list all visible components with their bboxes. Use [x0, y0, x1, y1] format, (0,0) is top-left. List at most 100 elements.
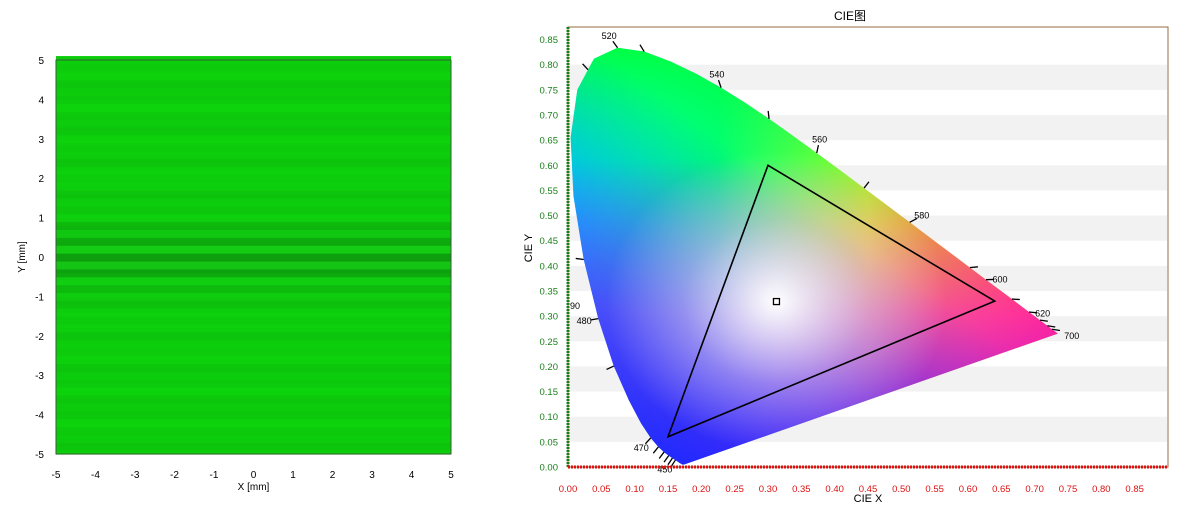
fringe-band	[56, 253, 451, 258]
y-tick-label: 0.75	[540, 85, 559, 96]
fringe-band	[56, 134, 451, 140]
x-tick-label: 0.05	[592, 484, 611, 495]
wavelength-tick	[663, 455, 670, 463]
y-tick-label: 0.05	[540, 437, 559, 448]
x-tick-label: -1	[210, 470, 219, 481]
x-tick-label: 0.75	[1059, 484, 1078, 495]
x-tick-label: 0.55	[925, 484, 944, 495]
fringe-band	[56, 367, 451, 372]
wavelength-tick	[767, 110, 770, 119]
fringe-band	[56, 316, 451, 321]
fringe-band	[56, 347, 451, 353]
fringe-band	[56, 71, 451, 77]
x-axis-label: CIE X	[854, 493, 883, 505]
wavelength-tick	[639, 44, 645, 52]
fringe-band	[56, 260, 451, 266]
fringe-band	[56, 142, 451, 148]
wavelength-tick	[816, 145, 820, 154]
fringe-band	[56, 217, 451, 223]
fringe-band	[56, 197, 451, 203]
y-tick-label: 0.15	[540, 387, 559, 398]
fringe-band	[56, 225, 451, 231]
fringe-band	[56, 383, 451, 388]
x-tick-label: 0.40	[825, 484, 844, 495]
fringe-band	[56, 359, 451, 364]
fringe-band	[56, 426, 451, 431]
wavelength-label: 620	[1035, 309, 1050, 319]
fringe-band	[56, 67, 451, 73]
wavelength-tick	[606, 365, 615, 371]
wavelength-label: 470	[634, 443, 649, 453]
x-tick-label: 0.60	[959, 484, 978, 495]
wavelength-tick	[1051, 328, 1060, 332]
fringe-band	[56, 190, 451, 195]
fringe-band	[56, 56, 451, 61]
y-tick-label: 0.55	[540, 186, 559, 197]
wavelength-tick	[575, 257, 584, 261]
x-tick-label: 0.35	[792, 484, 811, 495]
fringe-band	[56, 442, 451, 447]
y-tick-label: 2	[38, 174, 44, 185]
fringe-band	[56, 312, 451, 317]
spectral-locus-fill	[570, 47, 1058, 465]
y-axis-label: Y [mm]	[17, 241, 28, 273]
fringe-band	[56, 130, 451, 136]
fringe-band	[56, 434, 451, 439]
wavelength-tick	[909, 218, 918, 223]
x-tick-label: 4	[409, 470, 415, 481]
wavelength-tick	[717, 79, 722, 88]
wavelength-tick	[582, 63, 589, 71]
fringe-band	[56, 111, 451, 116]
y-tick-label: 1	[38, 214, 44, 225]
fringe-band	[56, 292, 451, 297]
fringe-band	[56, 422, 451, 428]
fringe-band	[56, 193, 451, 199]
fringe-band	[56, 272, 451, 278]
fringe-band	[56, 351, 451, 357]
y-tick-label: -2	[35, 332, 44, 343]
wavelength-tick	[612, 40, 619, 49]
fringe-band	[56, 186, 451, 191]
wavelength-tick	[1039, 319, 1048, 322]
wavelength-tick	[1047, 325, 1056, 328]
fringe-band	[56, 410, 451, 416]
wavelength-label: 90	[570, 301, 580, 311]
y-tick-label: 0.65	[540, 136, 559, 147]
fringe-band	[56, 115, 451, 120]
fringe-band	[56, 398, 451, 404]
fringe-band	[56, 430, 451, 435]
fringe-band	[56, 103, 451, 108]
x-tick-label: 0.65	[992, 484, 1011, 495]
x-tick-label: -3	[131, 470, 140, 481]
fringe-band	[56, 355, 451, 361]
y-tick-label: -3	[35, 371, 44, 382]
fringe-band	[56, 375, 451, 380]
wavelength-label: 700	[1064, 331, 1079, 341]
wavelength-label: 450	[657, 465, 672, 475]
fringe-band	[56, 402, 451, 408]
y-tick-label: 4	[38, 95, 44, 106]
fringe-band	[56, 178, 451, 183]
fringe-band	[56, 158, 451, 164]
y-tick-label: 0.45	[540, 236, 559, 247]
fringe-band	[56, 182, 451, 187]
fringe-band	[56, 308, 451, 313]
fringe-bands	[56, 56, 451, 455]
y-tick-label: 0.20	[540, 362, 559, 373]
fringe-band	[56, 300, 451, 305]
fringe-band	[56, 60, 451, 65]
fringe-band	[56, 394, 451, 400]
y-tick-label: -1	[35, 292, 44, 303]
y-tick-label: 0.25	[540, 337, 559, 348]
wavelength-tick	[863, 181, 870, 189]
fringe-band	[56, 209, 451, 215]
fringe-band	[56, 87, 451, 93]
cie-diagram-chart: CIE图 520 540 560 580 600 620 700 90 480 470 450 0.…	[523, 9, 1169, 505]
wavelength-tick	[667, 457, 673, 466]
fringe-band	[56, 249, 451, 254]
fringe-band	[56, 91, 451, 97]
wavelength-label: 560	[812, 135, 827, 145]
gamut-triangle	[666, 164, 997, 439]
wavelength-tick	[969, 266, 978, 269]
y-tick-labels: 0.00 0.05 0.10 0.15 0.20 0.25 0.30 0.35 0.40 0.45…	[540, 35, 559, 473]
